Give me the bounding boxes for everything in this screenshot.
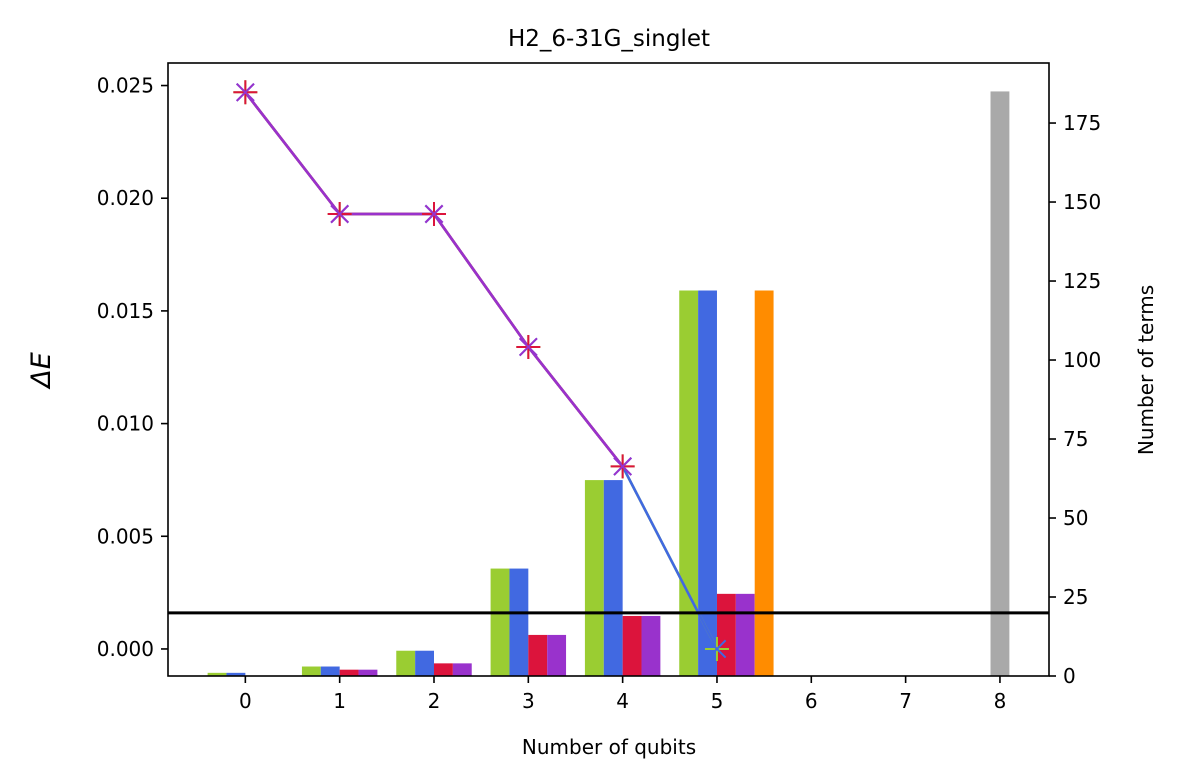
plot-frame — [167, 62, 1050, 677]
bar — [622, 615, 642, 676]
bar — [641, 615, 661, 676]
x-tick-label: 3 — [522, 689, 535, 713]
bar — [990, 91, 1010, 677]
y2-tick-label: 75 — [1063, 427, 1088, 451]
bar — [490, 568, 510, 676]
bar — [433, 663, 453, 676]
x-tick-label: 6 — [805, 689, 818, 713]
y-tick-label: 0.020 — [97, 186, 154, 210]
series-line — [244, 91, 719, 650]
data-point — [330, 204, 350, 224]
data-point — [613, 457, 632, 476]
data-point — [235, 82, 255, 102]
y-axis-label: ΔE — [26, 352, 57, 390]
bar — [320, 666, 340, 676]
series-line — [244, 91, 624, 468]
bars-layer — [207, 91, 1010, 677]
x-tick-label: 7 — [899, 689, 912, 713]
y2-axis-ticks: 0 25 50 75 100 125 150 175 — [1049, 111, 1101, 688]
lines-layer — [233, 80, 729, 661]
bar — [679, 290, 699, 676]
y-axis-ticks: 0.000 0.005 0.010 0.015 0.020 0.025 — [97, 74, 168, 661]
y2-tick-label: 50 — [1063, 506, 1088, 530]
y-tick-label: 0.010 — [97, 412, 154, 436]
x-tick-label: 8 — [994, 689, 1007, 713]
x-axis-label: Number of qubits — [522, 735, 696, 759]
y2-tick-label: 150 — [1063, 190, 1101, 214]
series-line — [244, 91, 624, 468]
y2-tick-label: 175 — [1063, 111, 1101, 135]
bar — [301, 666, 321, 676]
data-point — [707, 639, 727, 659]
chart-title: H2_6-31G_singlet — [508, 26, 710, 52]
x-tick-label: 0 — [239, 689, 252, 713]
bar — [528, 634, 548, 676]
bar — [716, 593, 736, 676]
bar — [754, 290, 774, 676]
y-tick-label: 0.005 — [97, 524, 154, 548]
bar — [396, 650, 416, 676]
y-tick-label: 0.015 — [97, 299, 154, 323]
y-tick-label: 0.025 — [97, 74, 154, 98]
data-point — [518, 337, 538, 357]
bar — [698, 290, 717, 676]
bar — [452, 663, 472, 676]
y2-axis-label: Number of terms — [1134, 285, 1158, 455]
bar — [226, 672, 246, 676]
y2-tick-label: 25 — [1063, 585, 1088, 609]
x-tick-label: 2 — [428, 689, 441, 713]
bar — [547, 634, 567, 676]
bar — [207, 672, 227, 676]
x-axis-ticks: 0 1 2 3 4 5 6 7 8 — [239, 676, 1006, 713]
bar — [584, 480, 604, 676]
x-tick-label: 4 — [616, 689, 629, 713]
y2-tick-label: 125 — [1063, 269, 1101, 293]
bar — [735, 593, 755, 676]
y2-tick-label: 0 — [1063, 664, 1076, 688]
bar — [358, 669, 378, 676]
x-tick-label: 5 — [711, 689, 724, 713]
data-point — [424, 204, 444, 224]
bar — [603, 480, 623, 676]
y2-tick-label: 100 — [1063, 348, 1101, 372]
y-tick-label: 0.000 — [97, 637, 154, 661]
x-tick-label: 1 — [333, 689, 346, 713]
series-line — [244, 91, 719, 650]
bar — [415, 650, 434, 676]
bar — [509, 568, 529, 676]
bar — [339, 669, 359, 676]
